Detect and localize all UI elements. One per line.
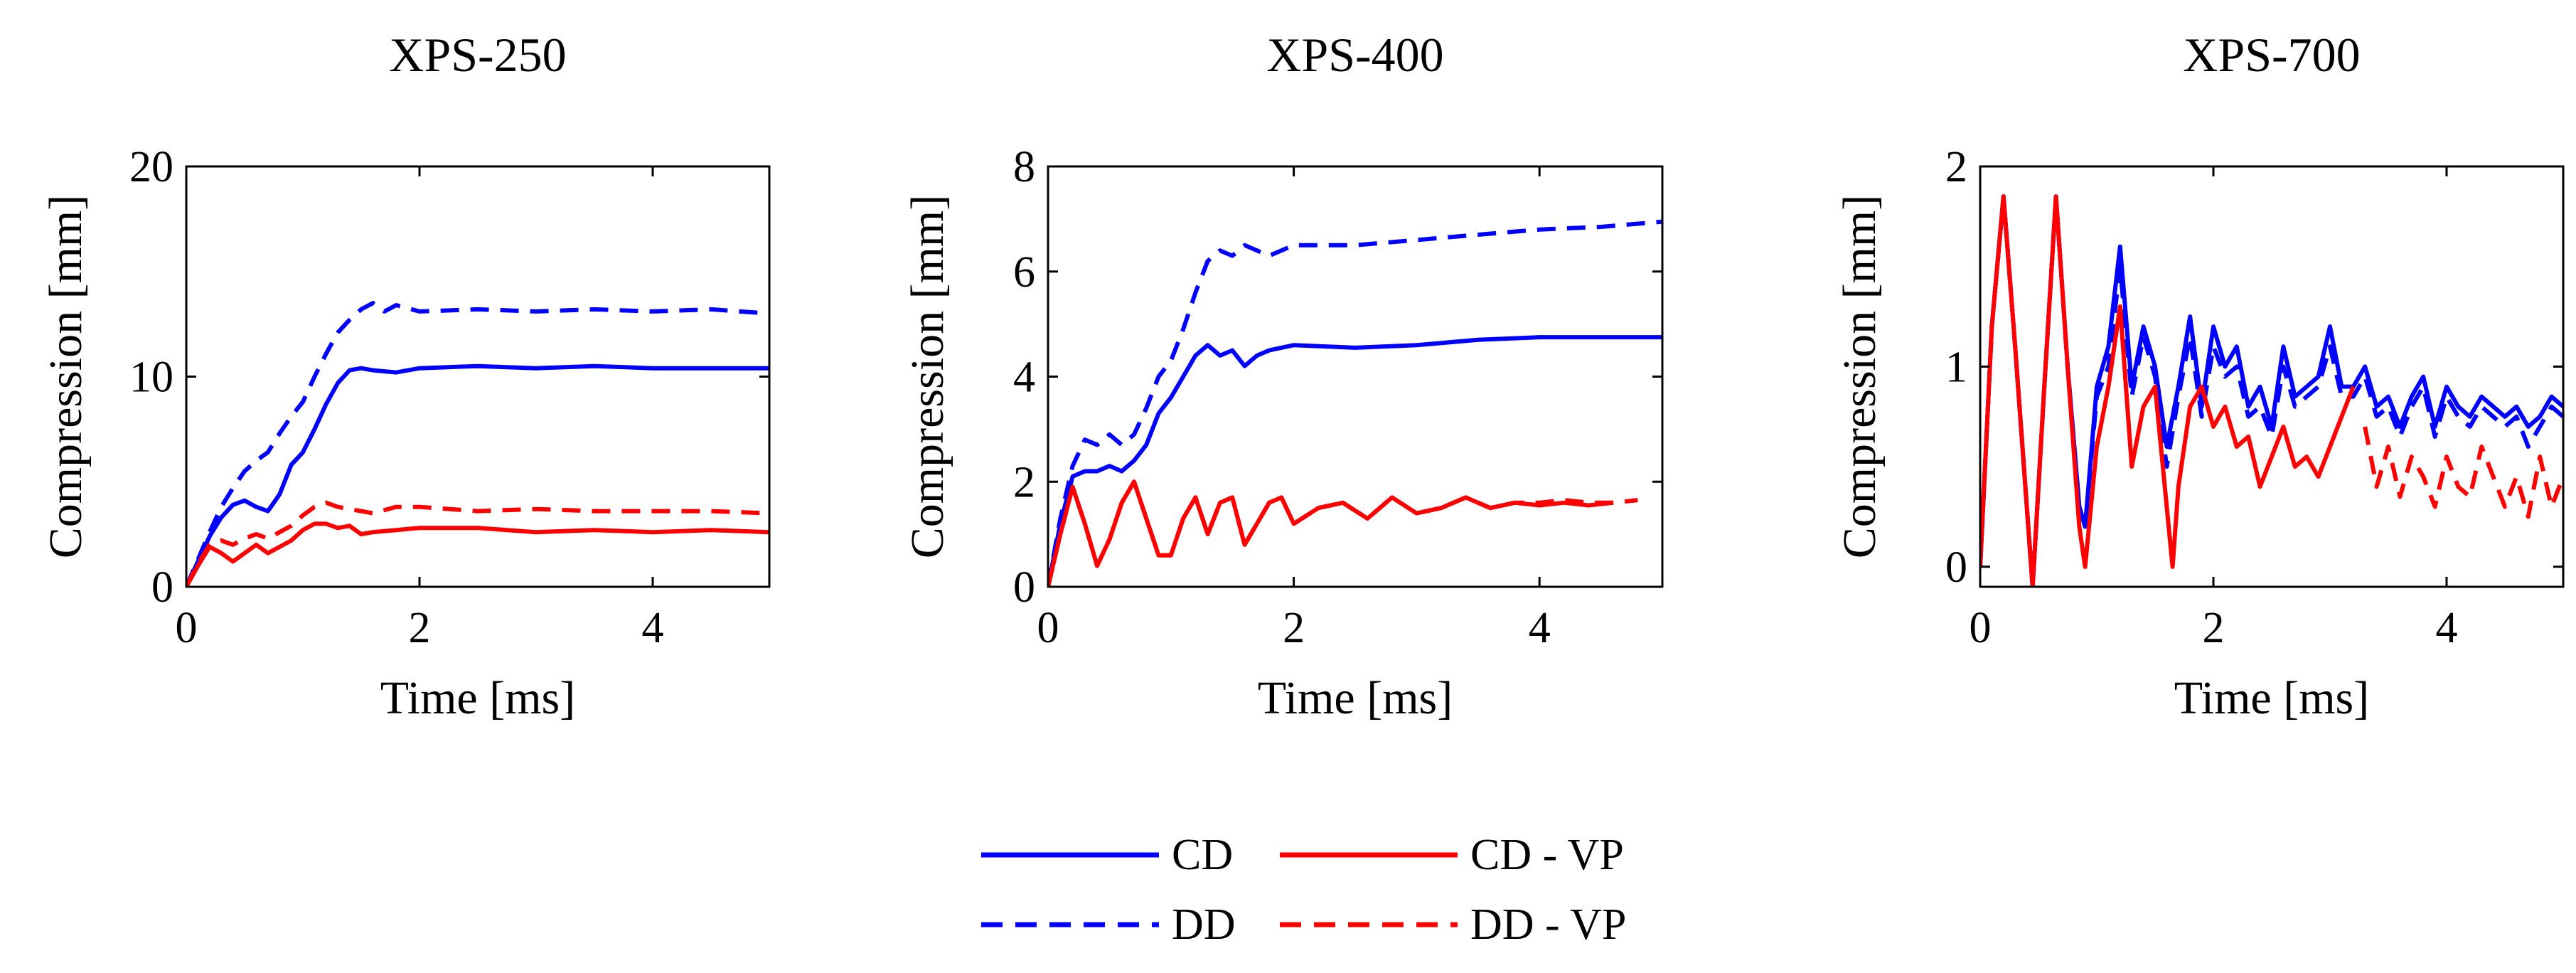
legend-item-cd-vp: CD - VP (1280, 831, 1624, 879)
y-tick-label: 8 (1013, 143, 1035, 191)
series-line-dd-vp (1048, 479, 1638, 587)
series-group (186, 301, 769, 587)
legend-label: CD (1172, 831, 1233, 879)
chart-xps-700: XPS-700 0 2 4 0 1 2 Time [ms] Compression [mm] (1834, 28, 2565, 724)
chart-title: XPS-700 (2183, 28, 2360, 82)
series-line-dd (1980, 194, 2563, 587)
series-line-cd-vp (186, 521, 769, 587)
y-tick-label: 0 (1945, 543, 1967, 592)
legend-box (960, 818, 1706, 960)
x-tick-label: 2 (1283, 604, 1305, 652)
x-tick-label: 4 (642, 604, 664, 652)
series-line-cd-vp (1048, 479, 1614, 587)
legend-label: DD - VP (1470, 900, 1626, 949)
chart-xps-250: XPS-250 0 2 4 0 10 20 Time [ms] Compression [mm] (40, 28, 771, 724)
y-tick-label: 2 (1945, 143, 1967, 191)
chart-title: XPS-250 (389, 28, 566, 82)
y-tick-label: 10 (129, 353, 173, 402)
series-line-cd (186, 363, 769, 587)
x-tick-label: 0 (176, 604, 198, 652)
series-line-dd (1048, 219, 1662, 587)
y-tick-label: 2 (1013, 458, 1035, 506)
legend-label: DD (1172, 900, 1236, 949)
legend-item-dd-vp: DD - VP (1280, 900, 1626, 949)
x-tick-label: 2 (409, 604, 431, 652)
series-line-dd-vp (186, 500, 769, 587)
x-axis-label: Time [ms] (1258, 672, 1453, 724)
y-axis-label: Compression [mm] (1834, 195, 1886, 558)
chart-xps-400: XPS-400 0 2 4 0 2 4 6 8 Time [ms] Compression [mm] (902, 28, 1664, 724)
x-tick-label: 4 (1529, 604, 1551, 652)
y-tick-label: 20 (129, 143, 173, 191)
x-axis-label: Time [ms] (2174, 672, 2369, 724)
series-line-cd-vp (1980, 194, 2356, 587)
y-axis-label: Compression [mm] (902, 195, 953, 558)
legend-item-dd: DD (981, 900, 1236, 949)
legend-item-cd: CD (981, 831, 1233, 879)
series-line-dd-vp (2363, 426, 2563, 519)
series-group (1980, 194, 2563, 587)
x-tick-label: 0 (1037, 604, 1059, 652)
y-tick-label: 6 (1013, 248, 1035, 297)
series-line-cd (1048, 335, 1662, 587)
x-tick-label: 4 (2436, 604, 2458, 652)
series-group (1048, 219, 1662, 587)
x-tick-label: 2 (2203, 604, 2225, 652)
x-axis-label: Time [ms] (380, 672, 575, 724)
series-line-dd (186, 301, 769, 587)
y-tick-label: 0 (151, 563, 173, 612)
x-tick-label: 0 (1970, 604, 1992, 652)
y-tick-label: 0 (1013, 563, 1035, 612)
axes-frame (185, 165, 771, 588)
axes-frame (1979, 165, 2565, 588)
y-tick-label: 4 (1013, 353, 1035, 402)
legend-label: CD - VP (1470, 831, 1624, 879)
legend: CD CD - VP DD DD - VP (960, 818, 1706, 960)
y-tick-label: 1 (1945, 343, 1967, 391)
chart-title: XPS-400 (1266, 28, 1443, 82)
y-axis-label: Compression [mm] (40, 195, 92, 558)
